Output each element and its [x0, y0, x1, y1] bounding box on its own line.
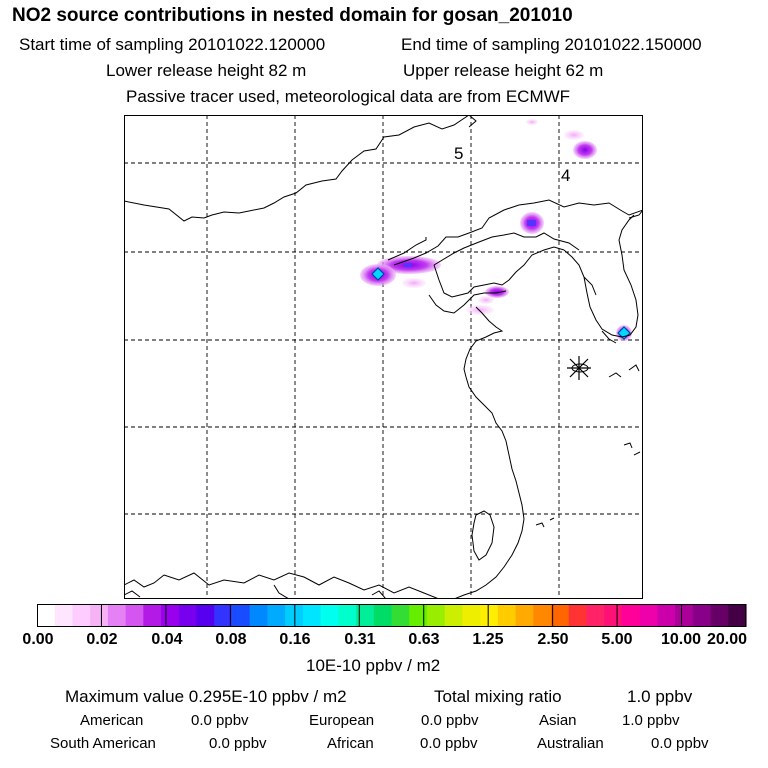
total-mixing-value: 1.0 ppbv: [627, 687, 693, 706]
colorbar-tick: 0.31: [344, 631, 376, 648]
asian-value: 1.0 ppbv: [622, 712, 680, 729]
south-american-value: 0.0 ppbv: [209, 735, 267, 752]
colorbar-tick: 1.25: [472, 631, 504, 648]
colorbar-cell: [639, 604, 658, 627]
colorbar-cell: [178, 604, 198, 627]
american-label: American: [80, 712, 144, 729]
south-american-label: South American: [50, 735, 156, 752]
australian-label: Australian: [537, 735, 604, 752]
colorbar-cell: [37, 604, 56, 627]
colorbar-cell: [621, 604, 641, 627]
plume-northeast: [573, 141, 597, 159]
colorbar-cell: [409, 604, 428, 627]
lat-lon-grid: [124, 115, 642, 598]
colorbar-tick: 20.00: [706, 631, 748, 648]
colorbar-cell: [480, 604, 499, 627]
colorbar-cell: [515, 604, 534, 627]
colorbar-cell: [90, 604, 109, 627]
colorbar-cell: [728, 604, 747, 627]
colorbar-cell: [604, 604, 623, 627]
plume-areas: [360, 119, 632, 341]
colorbar-cell: [710, 604, 729, 627]
plume-northeast-tail: [564, 130, 584, 140]
colorbar-cell: [444, 604, 464, 627]
colorbar-cell: [285, 604, 304, 627]
european-label: European: [309, 712, 375, 729]
colorbar-tick: 0.16: [279, 631, 311, 648]
plume-yellow-sea-north: [478, 296, 494, 304]
coastlines: [124, 115, 642, 598]
colorbar-cell: [196, 604, 215, 627]
upper-release-height-label: Upper release height 62 m: [403, 61, 604, 80]
asian-label: Asian: [539, 712, 577, 729]
colorbar-cell: [586, 604, 605, 627]
start-time-label: Start time of sampling 20101022.120000: [19, 35, 326, 54]
colorbar-cell: [657, 604, 676, 627]
colorbar-tick: 2.50: [537, 631, 569, 648]
colorbar-cell: [143, 604, 162, 627]
colorbar-cell: [356, 604, 375, 627]
lower-release-height-label: Lower release height 82 m: [106, 61, 307, 80]
colorbar-cell: [125, 604, 144, 627]
african-label: African: [327, 735, 374, 752]
total-mixing-label: Total mixing ratio: [434, 687, 562, 706]
colorbar-tick: 0.04: [151, 631, 183, 648]
colorbar-cell: [692, 604, 712, 627]
colorbar-tick: 0.00: [22, 631, 54, 648]
tracer-note: Passive tracer used, meteorological data…: [126, 87, 571, 106]
colorbar-cell: [426, 604, 446, 627]
map-label-5: 5: [454, 144, 463, 163]
plume-shandong: [466, 305, 494, 315]
concentration-map: 5 4: [124, 115, 643, 599]
colorbar-cell: [533, 604, 552, 627]
colorbar-cell: [249, 604, 269, 627]
colorbar-cell: [54, 604, 74, 627]
european-value: 0.0 ppbv: [421, 712, 479, 729]
colorbar-cell: [214, 604, 233, 627]
colorbar-cell: [462, 604, 481, 627]
colorbar-cell: [373, 604, 393, 627]
colorbar-cell: [568, 604, 588, 627]
plume-liaodong: [485, 286, 509, 298]
plume-top-edge: [526, 119, 538, 125]
colorbar-cell: [551, 604, 570, 627]
colorbar-cell: [391, 604, 410, 627]
colorbar-separators: [100, 604, 683, 627]
end-time-label: End time of sampling 20101022.150000: [401, 35, 702, 54]
african-value: 0.0 ppbv: [420, 735, 478, 752]
colorbar-cell: [161, 604, 180, 627]
colorbar-cell: [675, 604, 694, 627]
colorbar-cell: [338, 604, 357, 627]
colorbar-tick: 0.02: [86, 631, 118, 648]
colorbar-tick: 10.00: [660, 631, 702, 648]
colorbar-cell: [302, 604, 322, 627]
colorbar-cell: [231, 604, 251, 627]
american-value: 0.0 ppbv: [191, 712, 249, 729]
colorbar-cell: [107, 604, 127, 627]
map-label-4: 4: [561, 166, 570, 185]
max-value-label: Maximum value 0.295E-10 ppbv / m2: [65, 687, 347, 706]
colorbar-cell: [320, 604, 339, 627]
colorbar: [37, 604, 747, 627]
australian-value: 0.0 ppbv: [651, 735, 709, 752]
colorbar-tick: 0.63: [408, 631, 440, 648]
plume-hebei-tail: [402, 278, 426, 288]
plot-title: NO2 source contributions in nested domai…: [12, 5, 573, 26]
colorbar-cell: [267, 604, 286, 627]
colorbar-unit: 10E-10 ppbv / m2: [306, 656, 441, 675]
colorbar-tick: 5.00: [601, 631, 633, 648]
colorbar-cell: [497, 604, 517, 627]
colorbar-tick: 0.08: [215, 631, 247, 648]
release-site-marker: [567, 356, 591, 380]
colorbar-cells: [37, 604, 747, 627]
colorbar-cell: [72, 604, 91, 627]
